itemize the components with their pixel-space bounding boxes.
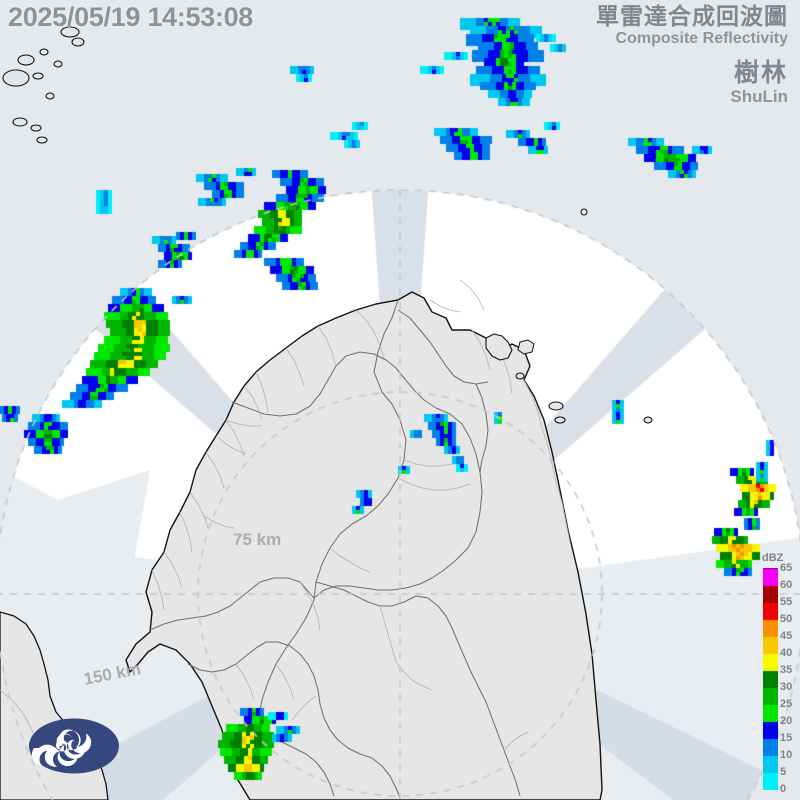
legend-tick-0: 0 <box>780 783 786 795</box>
product-title-zh: 單雷達合成回波圖 <box>596 4 788 29</box>
product-title-en: Composite Reflectivity <box>596 30 788 47</box>
legend-tick-labels: 65 60 55 50 45 40 35 30 25 20 15 10 5 0 <box>780 568 798 790</box>
legend-tick-15: 15 <box>780 732 792 744</box>
title-block: 單雷達合成回波圖 Composite Reflectivity <box>596 4 788 47</box>
legend-tick-65: 65 <box>780 562 792 574</box>
legend-tick-30: 30 <box>780 681 792 693</box>
dbz-color-legend: dBZ 65 60 55 50 45 40 35 30 25 20 15 10 5 0 <box>762 554 796 794</box>
legend-tick-25: 25 <box>780 698 792 710</box>
legend-tick-50: 50 <box>780 613 792 625</box>
legend-tick-5: 5 <box>780 766 786 778</box>
legend-color-bar <box>763 568 778 790</box>
station-name-en: ShuLin <box>730 88 788 107</box>
range-ring-label-75km: 75 km <box>233 530 281 550</box>
cwa-logo <box>28 717 120 775</box>
legend-tick-40: 40 <box>780 647 792 659</box>
station-block: 樹林 ShuLin <box>730 60 788 106</box>
station-name-zh: 樹林 <box>730 60 788 88</box>
legend-tick-20: 20 <box>780 715 792 727</box>
timestamp-label: 2025/05/19 14:53:08 <box>8 2 253 33</box>
legend-tick-10: 10 <box>780 749 792 761</box>
legend-tick-60: 60 <box>780 579 792 591</box>
legend-tick-55: 55 <box>780 596 792 608</box>
legend-tick-45: 45 <box>780 630 792 642</box>
legend-tick-35: 35 <box>780 664 792 676</box>
radar-display: 2025/05/19 14:53:08 單雷達合成回波圖 Composite R… <box>0 0 800 800</box>
